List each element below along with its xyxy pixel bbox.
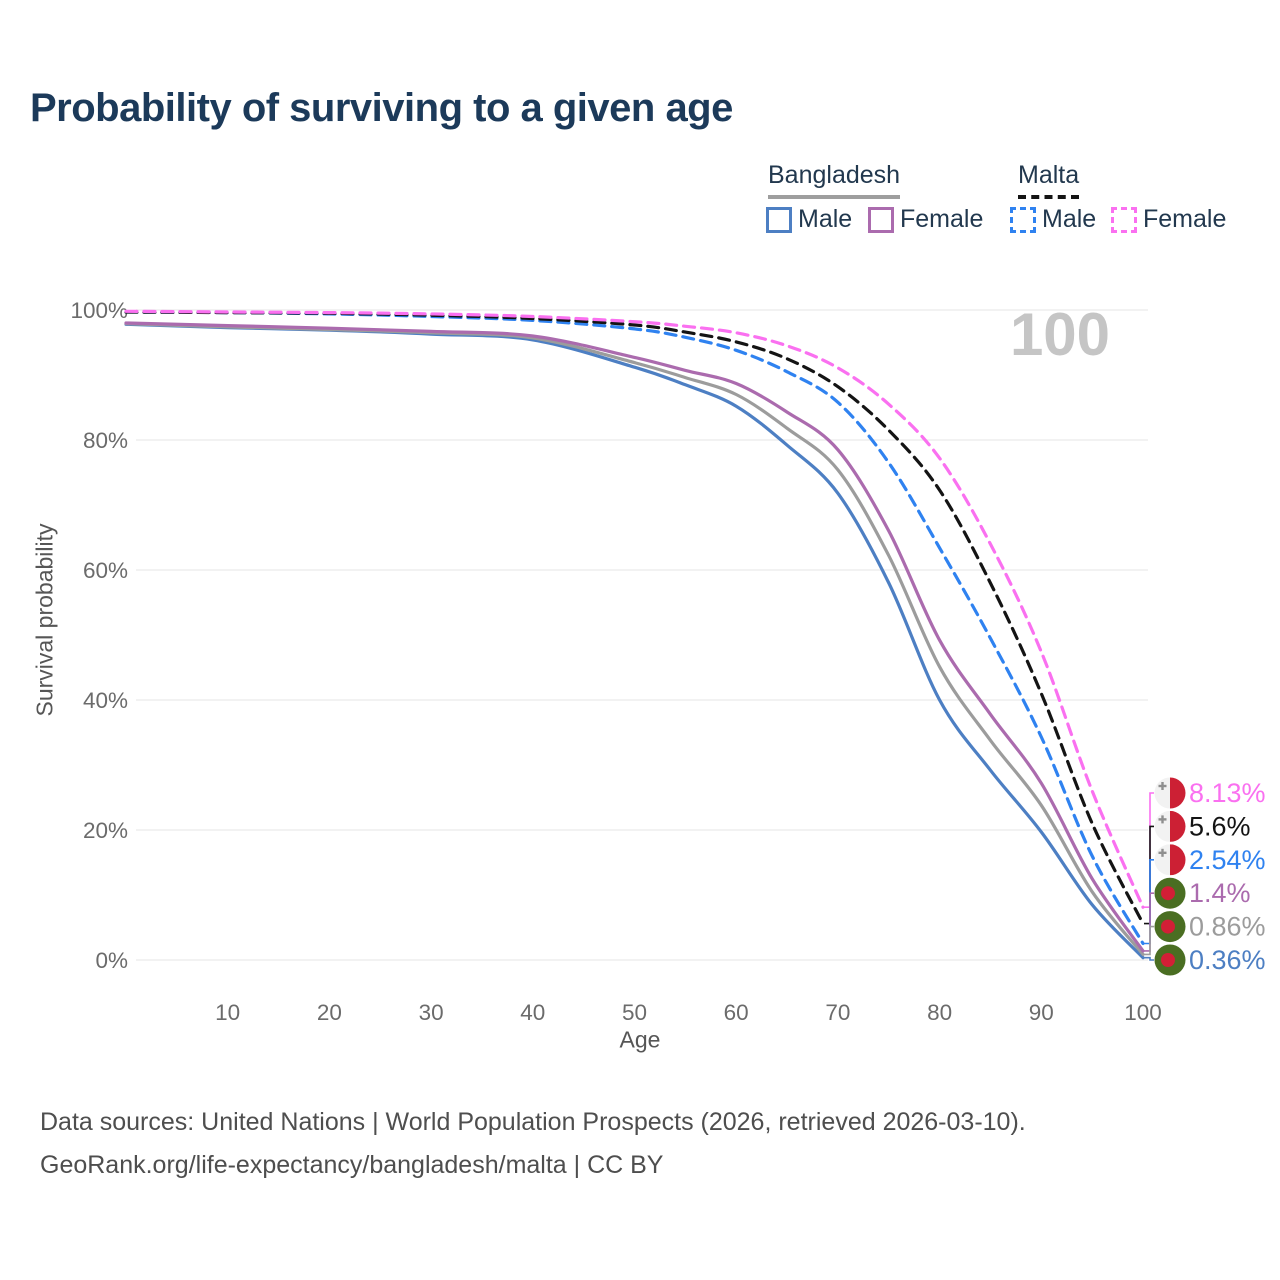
end-label-value: 8.13% <box>1189 778 1266 808</box>
x-tick-label: 40 <box>520 1000 545 1025</box>
y-tick-label: 80% <box>83 428 128 453</box>
x-tick-label: 70 <box>825 1000 850 1025</box>
data-sources-note: Data sources: United Nations | World Pop… <box>40 1108 1026 1136</box>
bangladesh-flag-icon <box>1154 944 1186 976</box>
curve-malta-both[interactable] <box>124 310 1145 926</box>
malta-flag-icon <box>1154 844 1186 876</box>
end-label-bangladesh-both: 0.86% <box>1144 911 1266 956</box>
y-tick-label: 60% <box>83 558 128 583</box>
legend-item-label: Male <box>798 205 853 233</box>
y-tick-label: 40% <box>83 688 128 713</box>
end-label-value: 2.54% <box>1189 845 1266 875</box>
bangladesh-flag-icon <box>1154 911 1186 943</box>
page-title: Probability of surviving to a given age <box>30 86 733 130</box>
legend-group-bangladesh[interactable]: Bangladesh <box>768 161 901 199</box>
leader-line <box>1144 925 1154 956</box>
x-axis-title: Age <box>619 1026 661 1053</box>
x-tick-label: 100 <box>1124 1000 1162 1025</box>
x-tick-label: 10 <box>215 1000 240 1025</box>
end-label-value: 0.86% <box>1189 912 1266 942</box>
malta-flag-icon <box>1154 810 1186 842</box>
malta-male-swatch-icon <box>1010 206 1036 233</box>
legend-item-malta-female[interactable]: Female <box>1111 205 1226 234</box>
legend-item-malta-male[interactable]: Male <box>1010 205 1096 234</box>
malta-female-swatch-icon <box>1111 206 1137 233</box>
end-label-bangladesh-male: 0.36% <box>1144 944 1266 976</box>
leader-line <box>1144 859 1154 945</box>
legend-group-malta[interactable]: Malta <box>1018 161 1080 199</box>
leader-line <box>1144 825 1154 925</box>
end-label-value: 0.36% <box>1189 945 1266 975</box>
attribution-note: GeoRank.org/life-expectancy/bangladesh/m… <box>40 1151 664 1179</box>
legend-group-malta-label: Malta <box>1018 161 1080 189</box>
y-tick-label: 100% <box>70 298 128 323</box>
legend-item-label: Female <box>900 205 984 233</box>
y-axis-title: Survival probability <box>31 523 58 717</box>
hover-age-annotation: 100 <box>1009 301 1111 368</box>
end-label-value: 5.6% <box>1189 811 1251 841</box>
end-label-malta-male: 2.54% <box>1144 844 1266 945</box>
end-label-bangladesh-female: 1.4% <box>1144 877 1251 952</box>
x-tick-label: 80 <box>927 1000 952 1025</box>
x-tick-label: 20 <box>317 1000 342 1025</box>
x-tick-label: 50 <box>622 1000 647 1025</box>
legend-item-bangladesh-female[interactable]: Female <box>868 205 983 234</box>
legend-item-label: Male <box>1042 205 1097 233</box>
curve-malta-female[interactable] <box>124 309 1145 909</box>
x-tick-label: 60 <box>724 1000 749 1025</box>
end-label-malta-both: 5.6% <box>1144 810 1251 925</box>
bangladesh-male-swatch-icon <box>766 206 792 233</box>
leader-line <box>1144 792 1154 908</box>
curve-bangladesh-female[interactable] <box>124 321 1145 953</box>
legend-item-bangladesh-male[interactable]: Male <box>766 205 852 234</box>
leader-line <box>1144 956 1154 961</box>
end-label-malta-female: 8.13% <box>1144 777 1266 908</box>
legend-item-label: Female <box>1143 205 1227 233</box>
curve-malta-male[interactable] <box>124 310 1145 946</box>
y-tick-label: 20% <box>83 818 128 843</box>
end-label-value: 1.4% <box>1189 878 1251 908</box>
x-tick-label: 90 <box>1029 1000 1054 1025</box>
leader-line <box>1144 892 1154 952</box>
bangladesh-female-swatch-icon <box>868 206 894 233</box>
malta-flag-icon <box>1154 777 1186 809</box>
bangladesh-flag-icon <box>1154 877 1186 909</box>
legend-group-bangladesh-label: Bangladesh <box>768 161 901 189</box>
gridlines: 0% 20% 40% 60% 80% 100% 10 20 30 40 50 60 70 80 90 100 <box>70 298 1161 1025</box>
x-tick-label: 30 <box>419 1000 444 1025</box>
y-tick-label: 0% <box>95 948 128 973</box>
